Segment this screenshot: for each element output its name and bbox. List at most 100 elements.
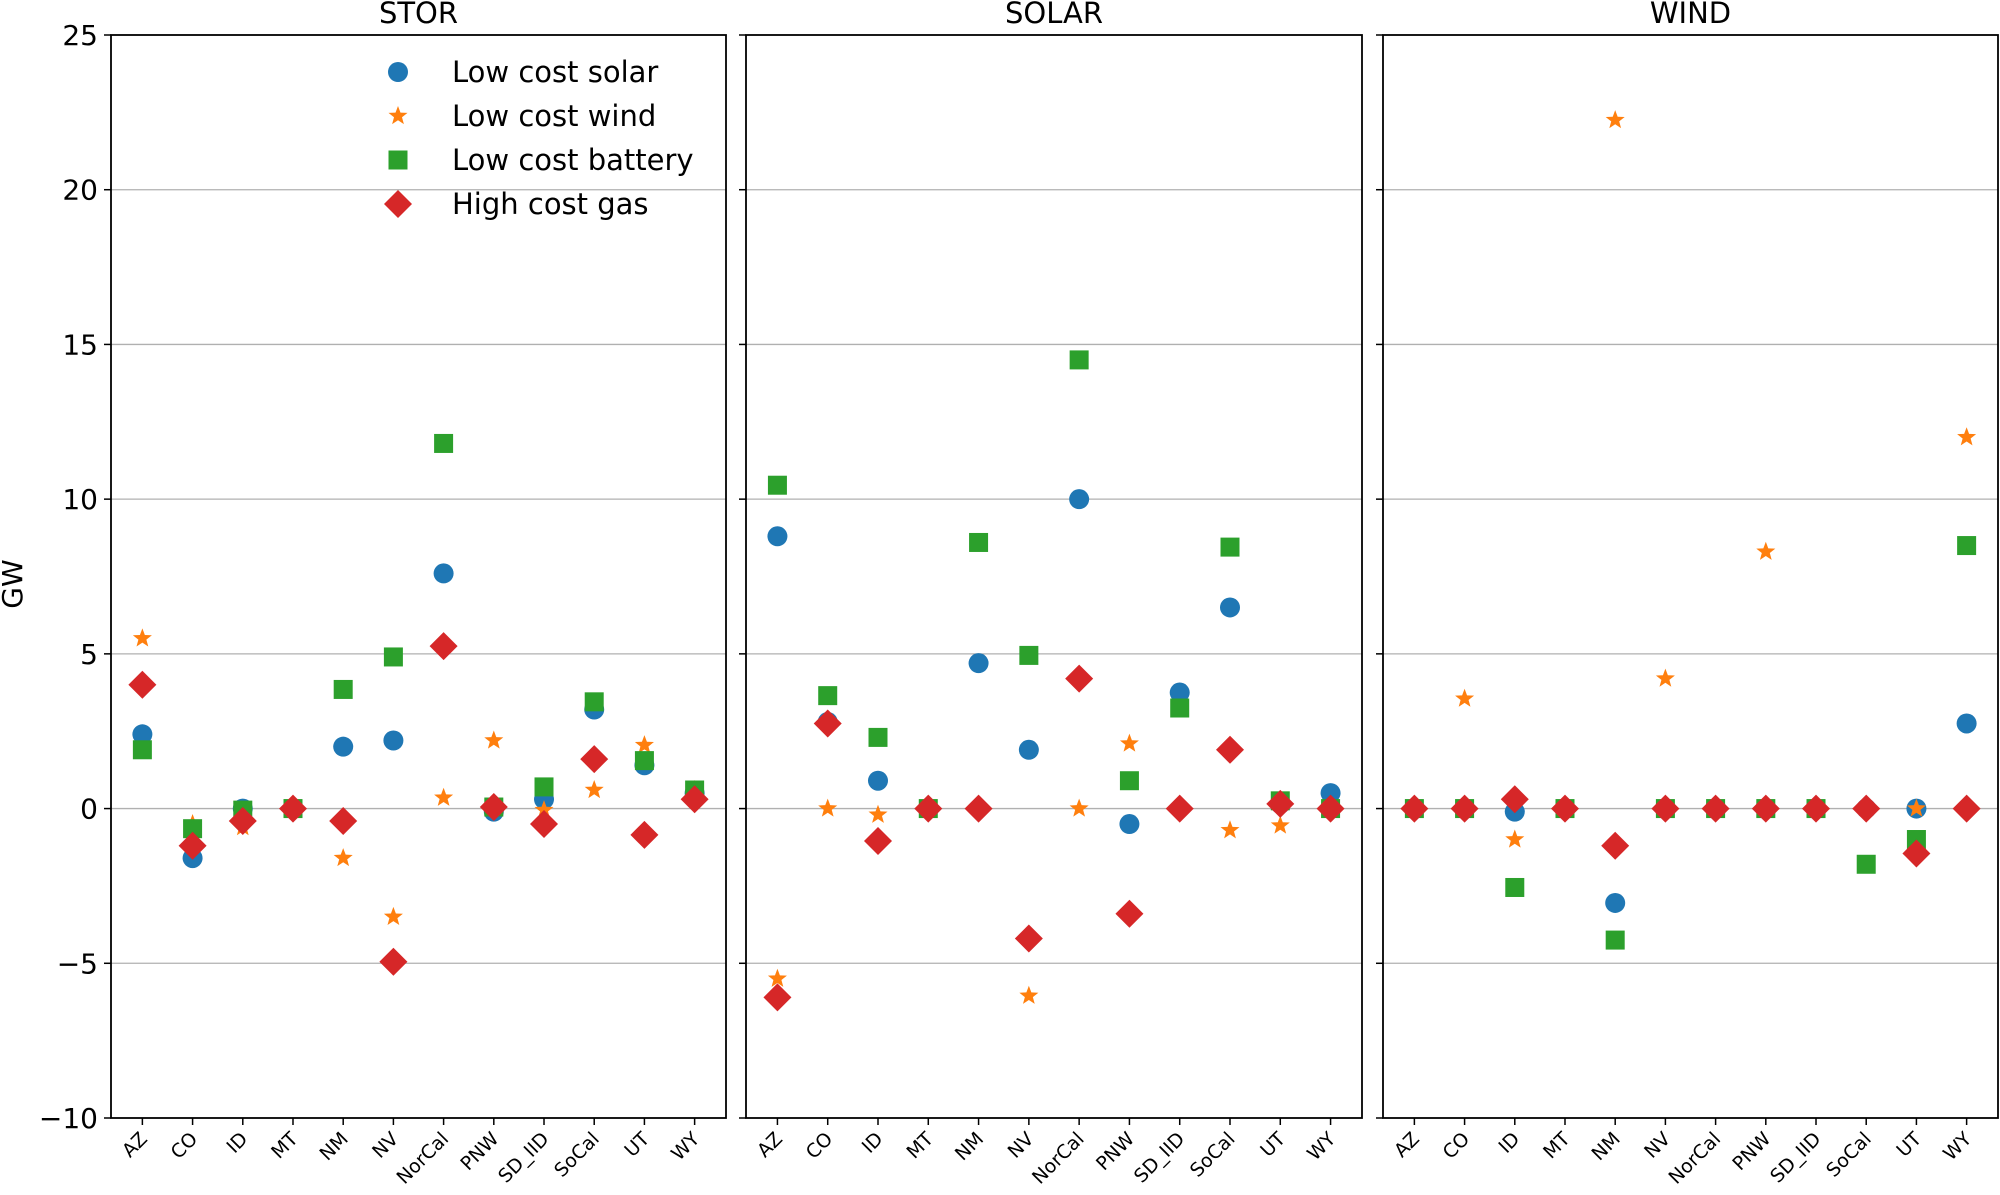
legend-marker <box>388 150 408 170</box>
data-point <box>1119 771 1139 791</box>
data-point <box>132 628 152 647</box>
data-point <box>429 632 458 661</box>
data-point <box>1165 794 1194 823</box>
x-tick-label: UT <box>620 1128 654 1162</box>
x-tick-label: SD_IID <box>1766 1128 1825 1187</box>
legend: Low cost solar Low cost wind Low cost batt… <box>384 55 694 221</box>
data-point <box>1170 698 1190 718</box>
panel-title: SOLAR <box>1005 0 1103 30</box>
data-point <box>767 475 787 495</box>
legend-marker <box>388 62 408 82</box>
data-point <box>1500 785 1529 814</box>
x-tick-label: PNW <box>456 1128 503 1175</box>
plot-frame <box>110 34 727 1119</box>
data-point <box>530 810 559 839</box>
series-low-cost-battery <box>132 433 705 839</box>
data-point <box>1220 537 1240 557</box>
x-tick-label: MT <box>902 1128 938 1164</box>
x-tick-label: ID <box>1494 1128 1524 1158</box>
x-tick-label: SoCal <box>550 1128 604 1182</box>
data-point <box>813 709 842 738</box>
plot-frame <box>745 34 1363 1119</box>
data-point <box>1115 899 1144 928</box>
data-point <box>1957 536 1977 556</box>
legend-item: Low cost battery <box>388 143 694 177</box>
data-point <box>383 647 403 667</box>
data-point <box>634 751 654 771</box>
y-axis-label-group: GW <box>0 559 29 608</box>
data-point <box>132 740 152 760</box>
data-point <box>1550 794 1579 823</box>
data-point <box>1751 794 1780 823</box>
data-point <box>333 679 353 699</box>
series-low-cost-battery <box>767 350 1341 819</box>
data-point <box>1119 733 1139 752</box>
x-tick-label: NV <box>368 1128 403 1163</box>
data-point <box>1505 829 1525 848</box>
data-point <box>580 745 609 774</box>
x-tick-label: NorCal <box>392 1128 453 1189</box>
data-point <box>1956 713 1977 734</box>
series-low-cost-solar <box>1404 713 1977 913</box>
x-tick-label: WY <box>1939 1128 1976 1165</box>
x-tick-label: SD_IID <box>1130 1128 1189 1187</box>
legend-marker <box>388 106 408 125</box>
data-point <box>1701 794 1730 823</box>
y-tick-label: −10 <box>39 1102 98 1135</box>
data-point <box>333 736 354 757</box>
data-point <box>434 433 454 453</box>
data-point <box>1605 110 1625 129</box>
data-point <box>1119 814 1140 835</box>
data-point <box>1902 839 1931 868</box>
data-point <box>1019 645 1039 665</box>
data-point <box>1455 688 1475 707</box>
data-point <box>278 794 307 823</box>
data-point <box>1852 794 1881 823</box>
data-point <box>1856 854 1876 874</box>
y-tick-label: 5 <box>80 638 98 671</box>
data-point <box>1069 489 1090 510</box>
x-tick-label: AZ <box>1390 1128 1424 1162</box>
y-tick-label: 20 <box>62 174 98 207</box>
y-axis-label: GW <box>0 559 29 608</box>
data-point <box>1019 985 1039 1004</box>
data-point <box>132 724 153 745</box>
series-high-cost-gas <box>763 664 1345 1012</box>
data-point <box>128 670 157 699</box>
data-point <box>1400 794 1429 823</box>
data-point <box>630 820 659 849</box>
x-tick-label: ID <box>858 1128 888 1158</box>
panel-title: WIND <box>1650 0 1731 30</box>
legend-marker <box>384 190 412 218</box>
data-point <box>1756 541 1776 560</box>
y-tick-label: 0 <box>80 793 98 826</box>
data-point <box>183 819 203 839</box>
data-point <box>1169 682 1190 703</box>
data-point <box>434 787 454 806</box>
x-tick-label: AZ <box>118 1128 152 1162</box>
x-tick-label: SD_IID <box>494 1128 553 1187</box>
data-point <box>1320 783 1341 804</box>
x-tick-label: CO <box>802 1128 838 1164</box>
data-point <box>767 968 787 987</box>
series-low-cost-solar <box>132 563 705 869</box>
y-tick-label: 15 <box>62 328 98 361</box>
x-tick-label: UT <box>1892 1128 1926 1162</box>
x-tick-label: PNW <box>1092 1128 1139 1175</box>
data-point <box>1069 350 1089 370</box>
data-point <box>1605 892 1626 913</box>
data-point <box>479 793 508 822</box>
data-point <box>1220 597 1240 618</box>
panel-title: STOR <box>379 0 458 30</box>
x-tick-label: NM <box>316 1128 353 1165</box>
x-tick-label: NM <box>1588 1128 1625 1165</box>
data-point <box>1505 877 1525 897</box>
x-tick-label: WY <box>667 1128 704 1165</box>
legend-label: High cost gas <box>452 187 649 221</box>
data-point <box>584 692 604 712</box>
data-point <box>1316 794 1345 823</box>
